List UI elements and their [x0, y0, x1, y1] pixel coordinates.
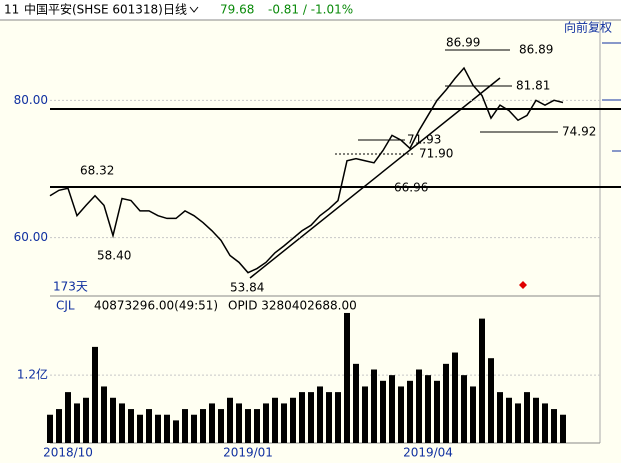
volume-bar [326, 392, 332, 443]
volume-bar [146, 409, 152, 443]
volume-name[interactable]: CJL [56, 299, 75, 313]
volume-bar [488, 358, 494, 443]
volume-bar [218, 409, 224, 443]
volume-bar [371, 369, 377, 443]
volume-bar [281, 403, 287, 443]
volume-bar [353, 363, 359, 443]
volume-bar [227, 397, 233, 443]
volume-bar [137, 414, 143, 443]
volume-bar [92, 346, 98, 443]
header-bar [0, 0, 621, 20]
volume-bar [245, 409, 251, 443]
volume-bar [74, 403, 80, 443]
volume-bar [101, 386, 107, 443]
dropdown-arrow[interactable] [189, 6, 199, 13]
price: 79.68 [220, 3, 254, 17]
volume-bar [533, 397, 539, 443]
volume-bar [407, 380, 413, 443]
y-tick-label: 60.00 [14, 230, 48, 244]
y-tick-label: 1.2亿 [17, 367, 48, 382]
volume-bar [83, 397, 89, 443]
volume-bar [290, 397, 296, 443]
volume-bar [560, 414, 566, 443]
annotation: 81.81 [516, 79, 550, 93]
volume-bar [506, 397, 512, 443]
volume-bar [272, 397, 278, 443]
annotation: 68.32 [80, 164, 114, 178]
volume-bar [551, 409, 557, 443]
volume-bar [344, 312, 350, 443]
marker [519, 281, 527, 289]
volume-bar [65, 392, 71, 443]
days-label: 173天 [53, 280, 88, 294]
annotation: 53.84 [230, 281, 264, 295]
volume-bar [389, 375, 395, 443]
volume-bar [470, 386, 476, 443]
volume-bar [524, 392, 530, 443]
volume-bar [398, 386, 404, 443]
annotation: 66.96 [394, 181, 428, 195]
volume-bar [155, 414, 161, 443]
x-tick-label: 2019/01 [223, 446, 273, 460]
price-line [49, 66, 564, 274]
volume-bar [182, 409, 188, 443]
volume-bar [119, 403, 125, 443]
volume-bar [335, 392, 341, 443]
period[interactable]: 日线 [163, 3, 187, 17]
volume-bar [461, 375, 467, 443]
volume-bar [299, 392, 305, 443]
volume-bar [254, 409, 260, 443]
change: -0.81 / -1.01% [268, 3, 353, 17]
y-tick-label: 80.00 [14, 93, 48, 107]
adjust-label[interactable]: 向前复权 [564, 20, 612, 35]
annotation: 86.89 [519, 43, 553, 57]
volume-bar [380, 380, 386, 443]
volume-bar [164, 414, 170, 443]
volume-bar [209, 403, 215, 443]
volume-bar [452, 352, 458, 443]
volume-bar [317, 386, 323, 443]
volume-bar [497, 392, 503, 443]
volume-value: 40873296.00(49:51) [94, 299, 218, 313]
volume-bar [362, 386, 368, 443]
volume-bar [191, 414, 197, 443]
trend-line[interactable] [249, 77, 501, 279]
volume-bar [515, 403, 521, 443]
volume-bar [542, 403, 548, 443]
volume-bar [200, 409, 206, 443]
volume-bar [110, 397, 116, 443]
annotation: 86.99 [446, 36, 480, 50]
annotation: 71.90 [419, 147, 453, 161]
volume-bar [263, 403, 269, 443]
volume-bar [236, 403, 242, 443]
volume-bar [434, 380, 440, 443]
stock-name[interactable]: 中国平安(SHSE 601318) [24, 2, 163, 17]
x-tick-label: 2019/04 [403, 446, 453, 460]
code: 11 [4, 3, 19, 17]
annotation: 74.92 [562, 125, 596, 139]
volume-bar [479, 318, 485, 443]
x-tick-label: 2018/10 [43, 446, 93, 460]
volume-bar [56, 409, 62, 443]
annotation: 58.40 [97, 249, 131, 263]
volume-bar [443, 363, 449, 443]
volume-bar [128, 409, 134, 443]
volume-bar [47, 414, 53, 443]
volume-bar [425, 375, 431, 443]
opid: OPID 3280402688.00 [228, 299, 357, 313]
volume-bar [173, 420, 179, 443]
volume-bar [308, 392, 314, 443]
volume-bar [416, 369, 422, 443]
